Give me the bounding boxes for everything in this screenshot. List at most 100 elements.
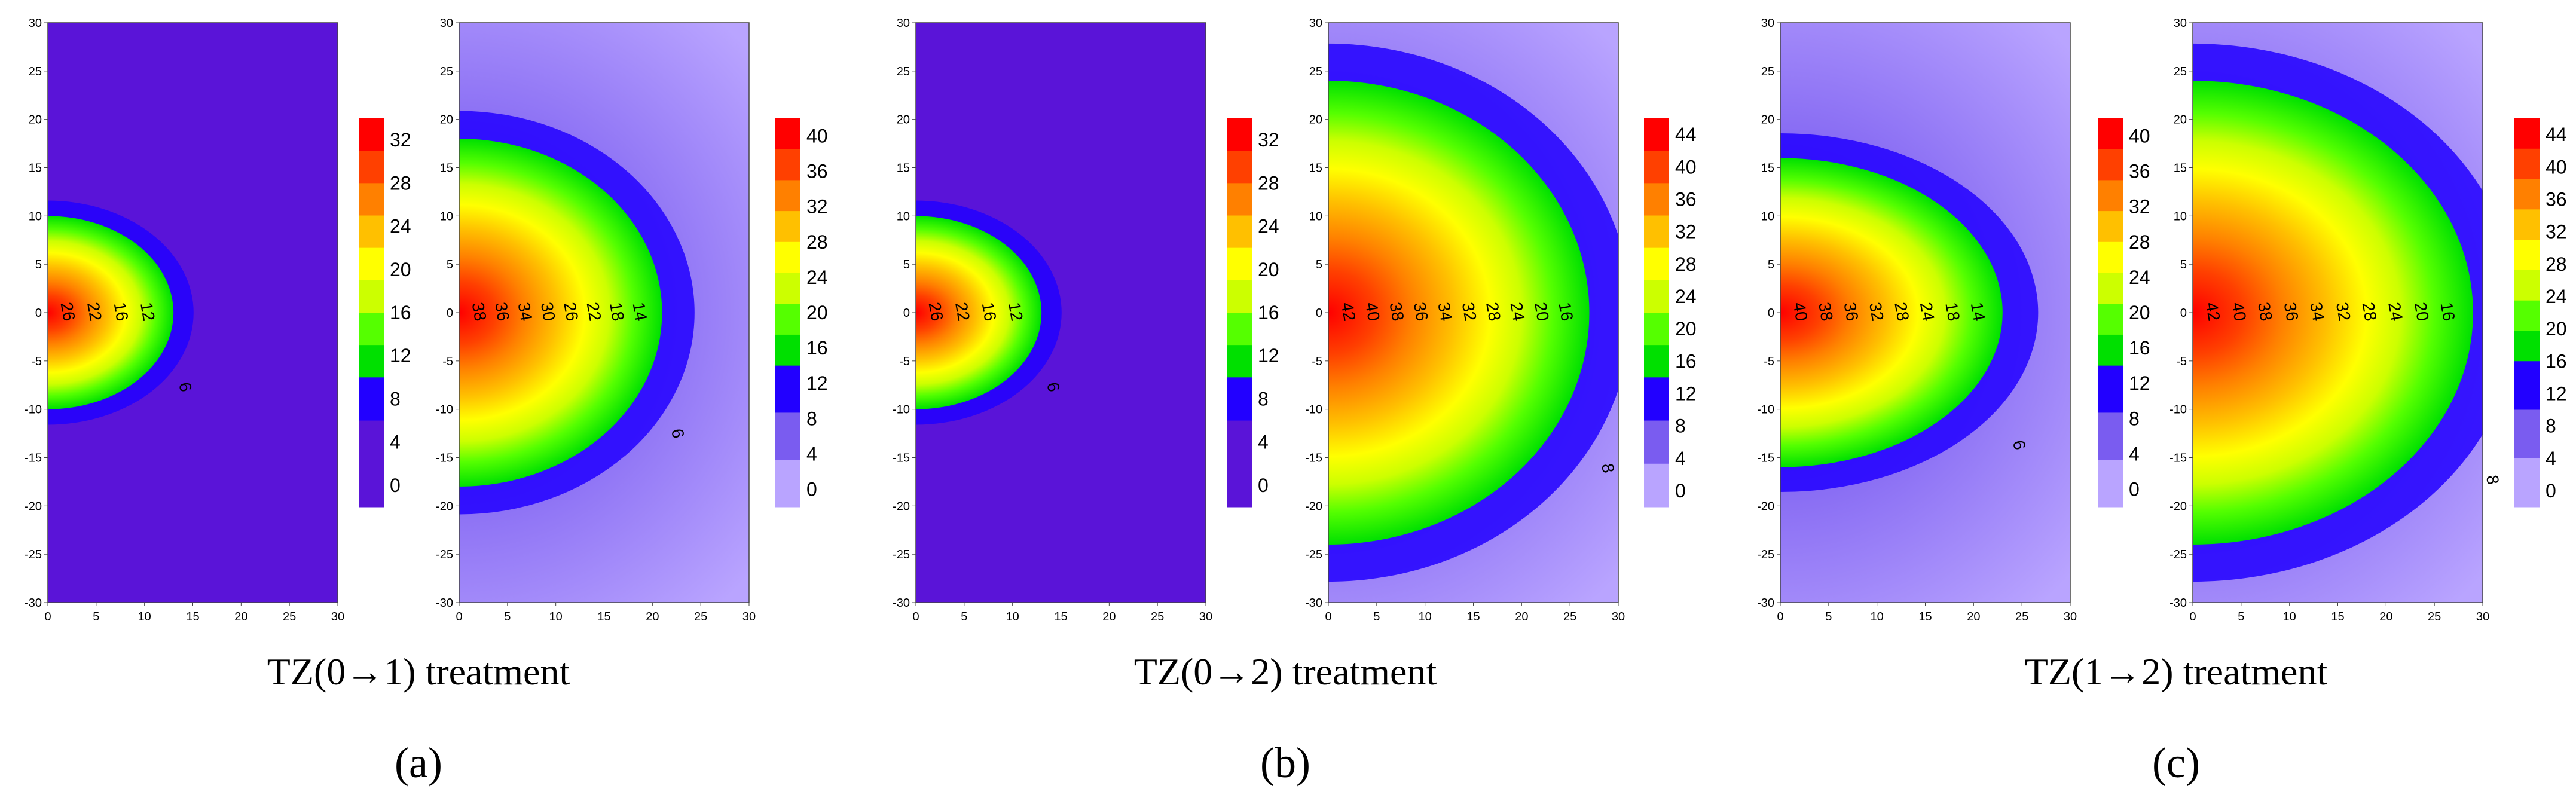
plot-body xyxy=(1780,23,2070,603)
contour-label: 38 xyxy=(1386,301,1407,322)
colorbar-tick-label: 8 xyxy=(806,408,817,429)
x-tick-label: 30 xyxy=(2476,610,2489,623)
colorbar-band xyxy=(359,345,384,378)
x-tick-label: 10 xyxy=(138,610,151,623)
plot-body xyxy=(459,23,749,603)
y-tick-label: -20 xyxy=(436,500,453,513)
x-tick-label: 25 xyxy=(283,610,296,623)
x-tick-label: 30 xyxy=(2064,610,2077,623)
colorbar-tick-label: 24 xyxy=(390,216,411,237)
thermal-front xyxy=(459,139,662,487)
y-tick-label: -15 xyxy=(25,452,42,465)
colorbar-tick-label: 32 xyxy=(390,129,411,151)
contour-label: 36 xyxy=(1410,301,1432,322)
colorbar-tick-label: 40 xyxy=(2546,156,2567,178)
colorbar-tick-label: 0 xyxy=(2546,480,2556,502)
thermal-front xyxy=(916,216,1042,409)
colorbar-tick-label: 8 xyxy=(1675,415,1686,437)
contour-label: 24 xyxy=(1917,301,1938,322)
colorbar-tick-label: 4 xyxy=(2546,448,2556,469)
colorbar-tick-label: 16 xyxy=(806,337,828,359)
colorbar-tick-label: 32 xyxy=(1258,129,1279,151)
colorbar-band xyxy=(1227,345,1252,378)
y-tick-label: 25 xyxy=(1309,65,1322,78)
x-tick-label: 20 xyxy=(646,610,659,623)
colorbar-band xyxy=(1644,463,1669,508)
colorbar-tick-label: 12 xyxy=(2546,383,2567,404)
colorbar-tick-label: 24 xyxy=(2546,286,2567,307)
colorbar-band xyxy=(2098,460,2123,508)
colorbar-tick-label: 12 xyxy=(390,345,411,366)
y-tick-label: -10 xyxy=(25,403,42,417)
colorbar-band xyxy=(775,304,800,335)
y-tick-label: 20 xyxy=(897,114,910,127)
colorbar-tick-label: 28 xyxy=(2129,231,2150,253)
colorbar-band xyxy=(2098,118,2123,150)
colorbar-tick-label: 8 xyxy=(1258,388,1269,409)
colorbar-tick-label: 16 xyxy=(390,302,411,323)
colorbar-band xyxy=(1227,313,1252,346)
colorbar-tick-label: 8 xyxy=(2546,415,2556,437)
colorbar-tick-label: 0 xyxy=(390,475,401,496)
y-tick-label: -30 xyxy=(1757,597,1774,610)
contour-plot-b-right: 42 40 38 36 34 32 28 24 20 168302520151050-5-10-1… xyxy=(1305,17,1697,623)
x-tick-label: 15 xyxy=(1054,610,1067,623)
colorbar-tick-label: 16 xyxy=(2546,350,2567,372)
y-tick-label: 10 xyxy=(2174,210,2187,223)
colorbar-tick-label: 8 xyxy=(390,388,401,409)
colorbar-tick-label: 0 xyxy=(2129,478,2140,500)
colorbar-band xyxy=(1227,463,1252,508)
colorbar-tick-label: 24 xyxy=(1258,216,1279,237)
contour-label: 28 xyxy=(2359,301,2381,322)
colorbar-tick-label: 44 xyxy=(2546,124,2567,145)
x-tick-label: 0 xyxy=(1777,610,1783,623)
contour-label: 24 xyxy=(2385,301,2406,322)
contour-label: 6 xyxy=(1043,381,1063,393)
colorbar-tick-label: 0 xyxy=(1258,475,1269,496)
y-tick-label: 0 xyxy=(447,307,453,320)
colorbar-tick-label: 40 xyxy=(806,126,828,147)
y-tick-label: -25 xyxy=(436,548,453,561)
y-tick-label: -5 xyxy=(31,355,42,368)
colorbar-band xyxy=(1227,280,1252,313)
contour-label: 6 xyxy=(2009,439,2029,451)
y-tick-label: -20 xyxy=(893,500,910,513)
panel-label-a: (a) xyxy=(395,739,442,787)
colorbar-band xyxy=(2514,209,2540,240)
y-tick-label: 15 xyxy=(897,162,910,175)
colorbar-band xyxy=(2514,361,2540,410)
y-tick-label: 30 xyxy=(897,17,910,30)
colorbar-band xyxy=(1227,215,1252,249)
colorbar-tick-label: 28 xyxy=(806,231,828,253)
x-tick-label: 0 xyxy=(44,610,51,623)
contour-label: 24 xyxy=(1507,301,1529,322)
x-tick-label: 10 xyxy=(1006,610,1019,623)
contour-label: 22 xyxy=(84,301,105,322)
y-tick-label: -25 xyxy=(25,548,42,561)
y-tick-label: -5 xyxy=(442,355,453,368)
contour-label: 14 xyxy=(629,301,650,322)
y-tick-label: -15 xyxy=(436,452,453,465)
contour-label: 18 xyxy=(606,301,628,322)
plot-body xyxy=(1328,23,1618,603)
x-tick-label: 15 xyxy=(186,610,199,623)
colorbar-tick-label: 16 xyxy=(1258,302,1279,323)
y-tick-label: 15 xyxy=(29,162,42,175)
colorbar-band xyxy=(359,118,384,151)
y-tick-label: 20 xyxy=(29,114,42,127)
colorbar-tick-label: 4 xyxy=(1258,432,1269,453)
colorbar-band xyxy=(359,215,384,249)
colorbar-band xyxy=(775,180,800,212)
x-tick-label: 25 xyxy=(1563,610,1576,623)
colorbar-tick-label: 4 xyxy=(390,432,401,453)
y-tick-label: -30 xyxy=(893,597,910,610)
colorbar-tick-label: 4 xyxy=(806,443,817,464)
y-tick-label: -15 xyxy=(2169,452,2187,465)
contour-label: 34 xyxy=(1434,301,1456,322)
x-tick-label: 30 xyxy=(1612,610,1625,623)
